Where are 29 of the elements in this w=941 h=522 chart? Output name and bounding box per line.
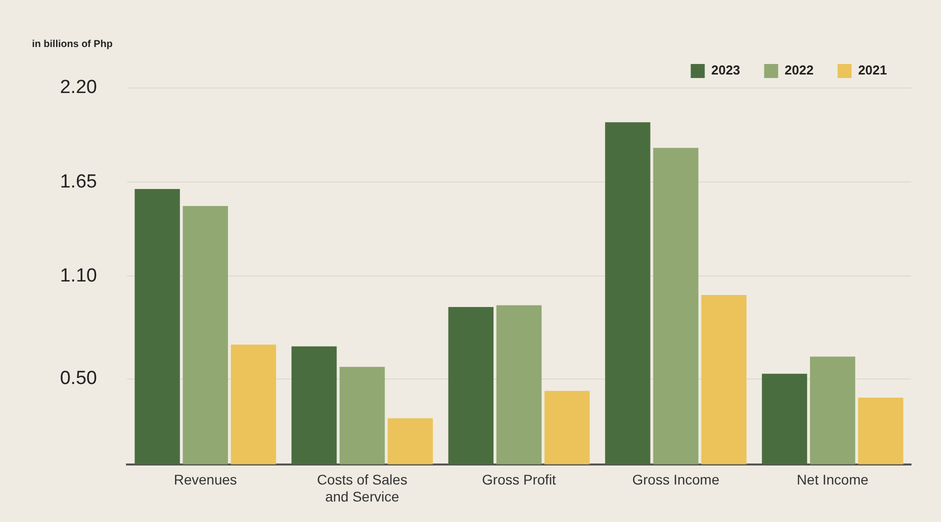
legend-label: 2021	[858, 62, 887, 78]
bar	[810, 356, 856, 464]
bar	[858, 398, 904, 464]
y-tick-label: 2.20	[60, 77, 97, 98]
bar	[544, 390, 590, 464]
x-tick-label: Gross Profit	[482, 472, 556, 488]
legend-label: 2022	[784, 62, 814, 78]
y-tick-label: 1.65	[60, 171, 97, 192]
bar	[653, 148, 698, 464]
bar	[292, 346, 337, 464]
bar	[701, 295, 746, 464]
bar	[340, 366, 385, 464]
bar	[182, 206, 228, 464]
bar	[762, 374, 808, 464]
legend-label: 2023	[711, 62, 740, 78]
y-tick-label: 1.10	[60, 265, 97, 286]
bar	[230, 344, 276, 464]
bar	[448, 306, 494, 464]
bar	[388, 418, 433, 464]
x-tick-label: Gross Income	[632, 472, 720, 488]
x-tick-label: Revenues	[174, 472, 237, 488]
bar	[496, 305, 542, 464]
bar	[134, 188, 180, 464]
x-tick-label: Net Income	[796, 472, 869, 488]
category-label: Costs of Sales	[317, 472, 408, 488]
category-label: and Service	[325, 488, 400, 504]
bar	[605, 122, 650, 464]
y-axis-title: in billions of Php	[32, 38, 113, 50]
y-tick-label: 0.50	[60, 368, 97, 390]
